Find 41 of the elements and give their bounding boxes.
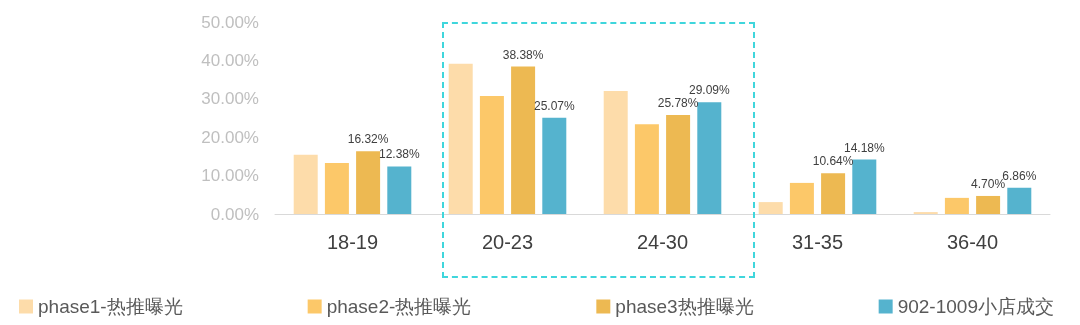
data-label: 14.18% [843, 140, 885, 155]
legend-label: 902-1009小店成交 [897, 296, 1054, 317]
x-tick-label: 18-19 [326, 231, 379, 253]
x-tick-label: 31-35 [791, 231, 844, 253]
bar [789, 182, 814, 214]
bar [479, 96, 504, 214]
legend-label: phase1-热推曝光 [38, 296, 183, 317]
x-tick-label: 20-23 [481, 231, 534, 253]
bar [697, 102, 722, 214]
bar [852, 159, 877, 214]
y-tick-label: 50.00% [201, 12, 259, 32]
bar [324, 162, 349, 214]
legend-label: phase3热推曝光 [615, 296, 754, 317]
data-label: 38.38% [502, 47, 544, 62]
bar [356, 151, 381, 214]
x-tick-label: 36-40 [946, 231, 999, 253]
y-tick-label: 40.00% [201, 50, 259, 70]
data-label: 10.64% [812, 154, 854, 169]
bar [448, 63, 473, 214]
bar [821, 173, 846, 214]
legend-label: phase2-热推曝光 [326, 296, 472, 317]
y-tick-label: 10.00% [201, 166, 259, 186]
bar [542, 117, 567, 214]
bar [758, 202, 783, 214]
bar [511, 66, 536, 214]
bar [634, 124, 659, 214]
y-tick-label: 0.00% [210, 204, 259, 224]
x-tick-label: 24-30 [636, 231, 689, 253]
bar [293, 154, 318, 214]
bar [666, 115, 691, 214]
data-label: 12.38% [378, 147, 420, 162]
data-label: 16.32% [347, 132, 389, 147]
y-tick-label: 20.00% [201, 127, 259, 147]
data-label: 29.09% [688, 83, 730, 98]
bar [1007, 187, 1032, 214]
data-label: 25.78% [657, 96, 699, 110]
bar [976, 195, 1001, 214]
bar [387, 166, 412, 214]
bar [944, 197, 969, 214]
y-tick-label: 30.00% [201, 89, 259, 109]
bar [603, 91, 628, 214]
